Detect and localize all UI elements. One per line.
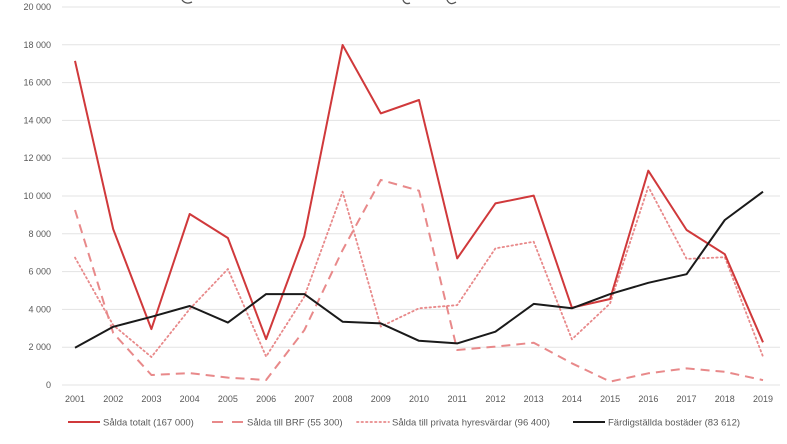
series-line-3 xyxy=(74,190,764,349)
x-tick-label: 2007 xyxy=(294,394,314,404)
series-lines xyxy=(74,44,764,383)
y-axis-ticks: 0 2 000 4 000 6 000 8 000 10 000 12 000 14 000 1… xyxy=(23,2,51,390)
y-tick-label: 8 000 xyxy=(28,229,51,239)
series-line-2 xyxy=(74,185,764,358)
x-tick-label: 2015 xyxy=(600,394,620,404)
x-axis-ticks: 2001 2002 2003 2004 2005 2006 2007 2008 2009 2010… xyxy=(65,394,773,404)
y-tick-label: 20 000 xyxy=(23,2,51,12)
y-tick-label: 4 000 xyxy=(28,304,51,314)
legend-label-2: Sålda till privata hyresvärdar (96 400) xyxy=(392,418,550,429)
y-tick-label: 16 000 xyxy=(23,78,51,88)
x-tick-label: 2019 xyxy=(753,394,773,404)
legend-label-0: Sålda totalt (167 000) xyxy=(103,418,194,429)
series-line-1 xyxy=(74,178,764,383)
x-tick-label: 2014 xyxy=(562,394,582,404)
x-tick-label: 2011 xyxy=(448,394,467,404)
x-tick-label: 2016 xyxy=(638,394,658,404)
y-tick-label: 10 000 xyxy=(23,191,51,201)
series-line-0 xyxy=(74,44,764,343)
x-tick-label: 2013 xyxy=(524,394,544,404)
legend-label-1: Sålda till BRF (55 300) xyxy=(247,418,343,429)
x-tick-label: 2008 xyxy=(333,394,353,404)
x-tick-label: 2017 xyxy=(677,394,697,404)
x-tick-label: 2006 xyxy=(256,394,276,404)
x-tick-label: 2012 xyxy=(485,394,505,404)
y-tick-label: 2 000 xyxy=(28,342,51,352)
x-tick-label: 2018 xyxy=(715,394,735,404)
x-tick-label: 2009 xyxy=(371,394,391,404)
y-tick-label: 14 000 xyxy=(23,115,51,125)
y-tick-label: 6 000 xyxy=(28,267,51,277)
legend: Sålda totalt (167 000) Sålda till BRF (55… xyxy=(68,418,740,429)
x-tick-label: 2010 xyxy=(409,394,429,404)
x-tick-label: 2001 xyxy=(65,394,85,404)
legend-label-3: Färdigställda bostäder (83 612) xyxy=(608,418,740,429)
y-tick-label: 18 000 xyxy=(23,40,51,50)
x-tick-label: 2002 xyxy=(103,394,123,404)
x-tick-label: 2005 xyxy=(218,394,238,404)
y-tick-label: 0 xyxy=(46,380,51,390)
cropped-title-descenders xyxy=(181,0,457,5)
x-tick-label: 2003 xyxy=(141,394,161,404)
y-tick-label: 12 000 xyxy=(23,153,51,163)
x-tick-label: 2004 xyxy=(180,394,200,404)
